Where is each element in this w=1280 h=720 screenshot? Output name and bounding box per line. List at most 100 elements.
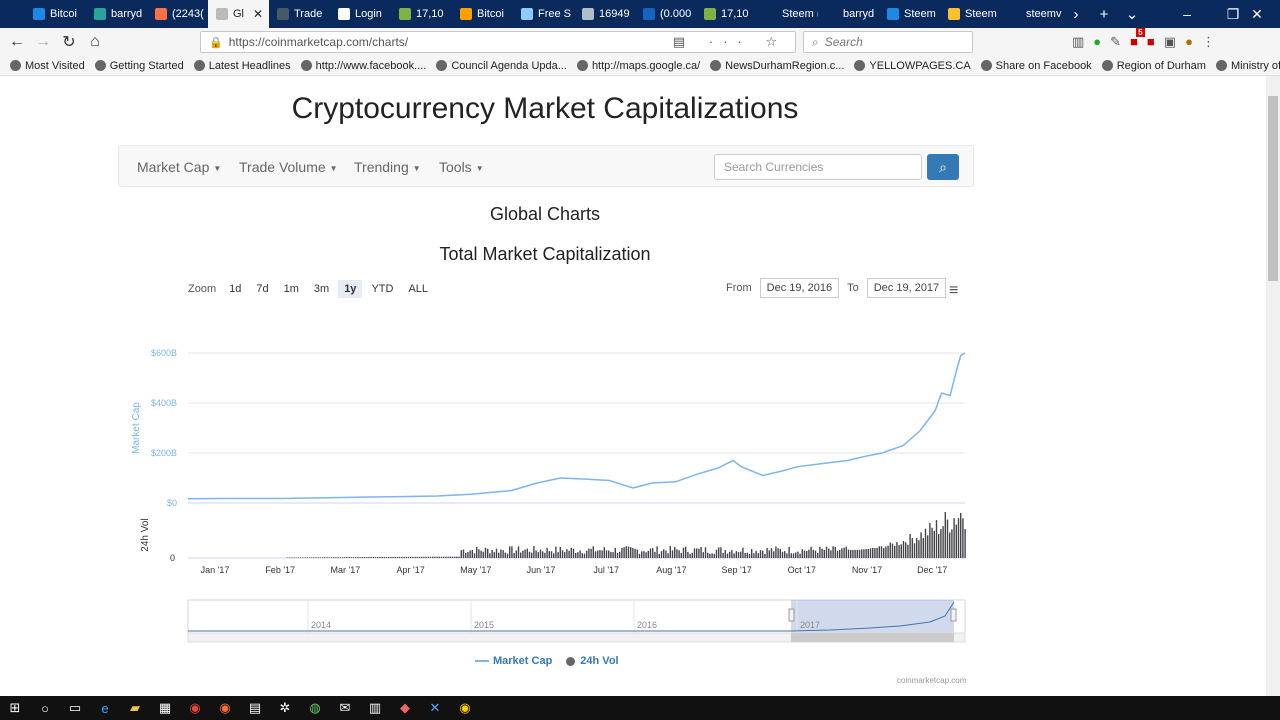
browser-tab[interactable]: 16949 xyxy=(574,0,635,28)
bookmark-item[interactable]: Ministry of Municipal ... xyxy=(1215,60,1280,72)
bookmark-item[interactable]: Region of Durham xyxy=(1101,60,1206,72)
browser-tab[interactable]: Free S xyxy=(513,0,574,28)
volume-bar xyxy=(935,520,938,558)
store-icon[interactable]: ▦ xyxy=(158,700,172,715)
zoom-7d-button[interactable]: 7d xyxy=(256,283,269,295)
page-scrollbar[interactable] xyxy=(1266,76,1280,696)
extension-icon[interactable]: ■ 5 xyxy=(1130,28,1145,49)
zoom-ytd-button[interactable]: YTD xyxy=(371,283,394,295)
nav-trending[interactable]: Trending ▼ xyxy=(354,159,421,175)
bookmark-item[interactable]: Getting Started xyxy=(94,60,184,72)
nav-trade-volume[interactable]: Trade Volume ▼ xyxy=(239,159,338,175)
volume-bar xyxy=(960,512,962,558)
bookmark-item[interactable]: http://maps.google.ca/ xyxy=(576,60,700,72)
extension-badge: 5 xyxy=(1136,28,1145,37)
reload-icon[interactable]: ↻ xyxy=(62,34,76,51)
volume-bar xyxy=(625,546,627,558)
home-icon[interactable]: ⌂ xyxy=(90,33,100,50)
volume-bar xyxy=(394,556,396,558)
bookmark-item[interactable]: Share on Facebook xyxy=(980,60,1092,72)
legend-market-cap[interactable]: Market Cap xyxy=(475,655,552,667)
volume-bar xyxy=(779,548,781,558)
calculator-icon[interactable]: ▥ xyxy=(368,700,382,715)
bookmark-item[interactable]: http://www.facebook.... xyxy=(300,60,426,72)
profile-icon[interactable]: ● xyxy=(1185,34,1193,49)
calculator-app-icon[interactable]: ▤ xyxy=(248,700,262,715)
from-date-input[interactable]: Dec 19, 2016 xyxy=(759,278,840,298)
nav-tools[interactable]: Tools ▼ xyxy=(439,159,484,175)
browser-tab[interactable]: 17,10 xyxy=(391,0,452,28)
maximize-icon[interactable]: ❐ xyxy=(1226,6,1240,22)
volume-bar xyxy=(753,553,755,558)
browser-tab[interactable]: (2243( xyxy=(147,0,208,28)
eyedropper-icon[interactable]: ✎ xyxy=(1110,34,1122,49)
volume-bar xyxy=(330,557,333,558)
volume-bar xyxy=(638,553,641,558)
new-tab-icon[interactable]: + xyxy=(1099,5,1109,23)
task-view-icon[interactable]: ▭ xyxy=(68,700,82,715)
browser-tab[interactable]: Login xyxy=(330,0,391,28)
chart-menu-icon[interactable]: ≡ xyxy=(949,282,959,299)
legend-volume[interactable]: 24h Vol xyxy=(566,655,619,667)
sidebar-icon[interactable]: ▣ xyxy=(1163,34,1177,49)
zoom-1d-button[interactable]: 1d xyxy=(229,283,242,295)
browser-tab[interactable]: 17,10 xyxy=(696,0,757,28)
tab-scroll-right-icon[interactable]: › xyxy=(1073,5,1079,23)
zoom-1y-button[interactable]: 1y xyxy=(338,280,363,298)
currency-search-button[interactable]: ⌕ xyxy=(927,154,959,180)
addon-icon[interactable]: ■ xyxy=(1146,34,1155,49)
browser-tab[interactable]: Steem xyxy=(940,0,1001,28)
brave-icon[interactable]: ◆ xyxy=(400,700,410,715)
zoom-3m-button[interactable]: 3m xyxy=(313,283,330,295)
minimize-icon[interactable]: – xyxy=(1183,6,1191,22)
volume-bar xyxy=(621,547,623,558)
browser-tab[interactable]: Steem xyxy=(879,0,940,28)
app-icon-3[interactable]: ✕ xyxy=(429,700,441,715)
browser-tab[interactable]: Trade xyxy=(269,0,330,28)
page-actions-icon[interactable]: ▤ ··· ☆ xyxy=(672,34,787,49)
browser-search[interactable]: ⌕ Search xyxy=(803,31,973,53)
forward-icon[interactable]: → xyxy=(35,33,51,50)
scrollbar-thumb[interactable] xyxy=(1268,96,1278,281)
tab-favicon-icon xyxy=(826,8,838,20)
start-icon[interactable]: ⊞ xyxy=(9,700,21,715)
chart-credit[interactable]: coinmarketcap.com xyxy=(897,676,967,685)
grammarly-icon[interactable]: ● xyxy=(1093,34,1102,49)
bookmark-item[interactable]: YELLOWPAGES.CA xyxy=(854,60,971,72)
menu-icon[interactable]: ⋮ xyxy=(1201,34,1215,49)
edge-icon[interactable]: e xyxy=(101,700,109,716)
cortana-icon[interactable]: ○ xyxy=(41,700,49,716)
browser-tab[interactable]: barryd xyxy=(86,0,147,28)
app-icon[interactable]: ✲ xyxy=(279,700,291,715)
browser-tab[interactable]: steemviz.c xyxy=(1001,0,1062,28)
bookmark-label: Latest Headlines xyxy=(208,59,291,72)
firefox-icon[interactable]: ◉ xyxy=(219,700,231,715)
back-icon[interactable]: ← xyxy=(9,33,25,50)
chrome-icon[interactable]: ◉ xyxy=(189,700,201,715)
app-icon-4[interactable]: ◉ xyxy=(459,700,471,715)
bookmark-item[interactable]: NewsDurhamRegion.c... xyxy=(710,60,844,72)
browser-tab[interactable]: Gl ✕ xyxy=(208,0,269,28)
to-date-input[interactable]: Dec 19, 2017 xyxy=(866,278,947,298)
bookmark-item[interactable]: Most Visited xyxy=(10,60,85,72)
mail-icon[interactable]: ✉ xyxy=(339,700,351,715)
tab-list-icon[interactable]: ⌄ xyxy=(1125,6,1139,23)
zoom-1m-button[interactable]: 1m xyxy=(283,283,299,295)
app-icon-2[interactable]: ◍ xyxy=(309,700,321,715)
bookmark-item[interactable]: Council Agenda Upda... xyxy=(436,60,567,72)
currency-search-input[interactable]: Search Currencies xyxy=(714,154,922,180)
file-explorer-icon[interactable]: ▰ xyxy=(130,700,140,715)
browser-tab[interactable]: barryd xyxy=(818,0,879,28)
browser-tab[interactable]: (0.000 xyxy=(635,0,696,28)
bookmark-item[interactable]: Latest Headlines xyxy=(193,59,291,72)
volume-bar xyxy=(654,551,656,558)
close-tab-icon[interactable]: ✕ xyxy=(252,7,263,21)
browser-tab[interactable]: Bitcoi xyxy=(25,0,86,28)
browser-tab[interactable]: Steem (ST xyxy=(757,0,818,28)
browser-tab[interactable]: Bitcoi xyxy=(452,0,513,28)
nav-market-cap[interactable]: Market Cap ▼ xyxy=(137,159,222,175)
url-bar[interactable]: 🔒 https://coinmarketcap.com/charts/ ▤ ··… xyxy=(200,31,796,53)
zoom-all-button[interactable]: ALL xyxy=(408,283,429,295)
close-window-icon[interactable]: ✕ xyxy=(1251,6,1263,22)
library-icon[interactable]: ▥ xyxy=(1072,34,1085,49)
